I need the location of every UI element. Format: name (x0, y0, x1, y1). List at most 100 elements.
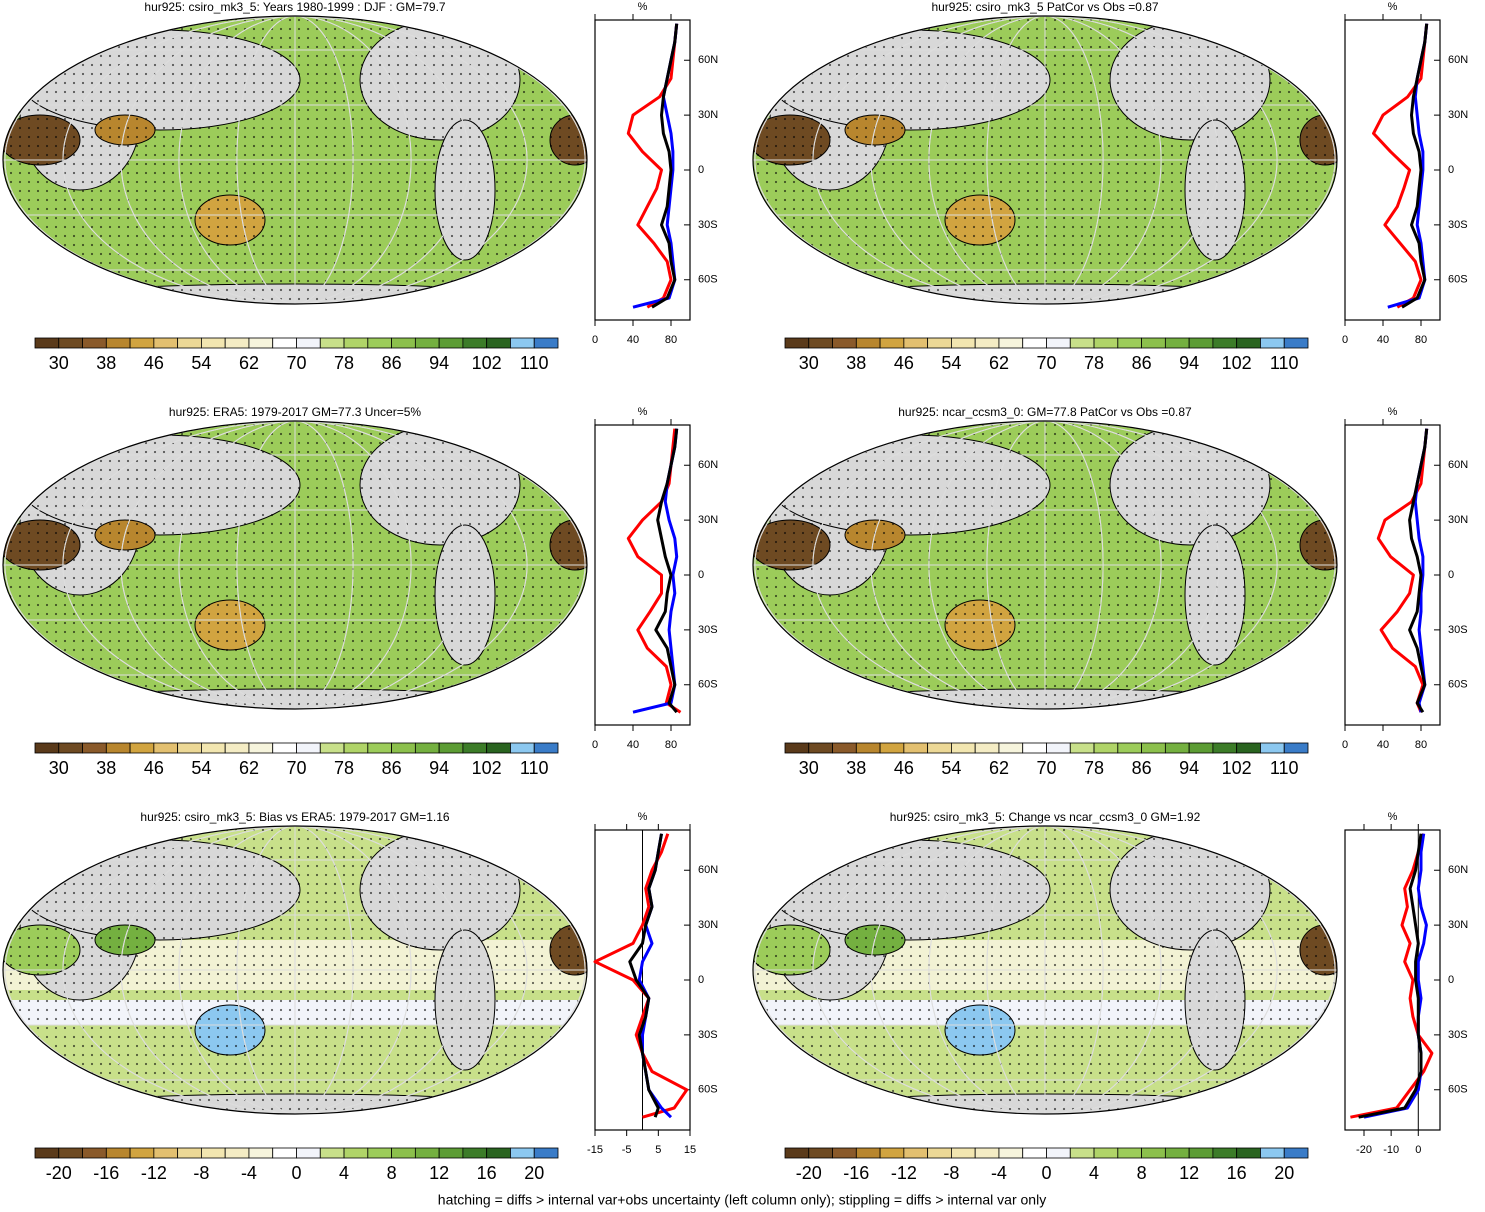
colorbar-box (58, 337, 83, 349)
map (3, 421, 587, 709)
colorbar-box (1117, 742, 1142, 754)
colorbar-box (903, 337, 929, 349)
colorbar-label: 78 (334, 758, 354, 778)
profile-line (626, 23, 679, 309)
map-border (752, 15, 1338, 305)
colorbar-box (998, 337, 1024, 349)
x-tick-label: 40 (627, 334, 639, 346)
map-title: hur925: csiro_mk3_5: Years 1980-1999 : D… (144, 0, 445, 14)
y-tick-label: 0 (698, 974, 704, 986)
colorbar-box (105, 1147, 131, 1159)
graticule (120, 16, 470, 304)
x-tick-label: 80 (665, 739, 677, 751)
colorbar-box (903, 1147, 929, 1159)
colorbar-box (462, 337, 488, 349)
graticule (62, 16, 528, 304)
x-tick-label: 0 (1342, 334, 1348, 346)
colorbar-box (927, 1147, 952, 1159)
colorbar-box (153, 1147, 179, 1159)
colorbar-label: 38 (96, 353, 116, 373)
y-tick-label: 30S (1448, 1029, 1468, 1041)
graticule (812, 16, 1278, 304)
colorbar-box (951, 337, 976, 349)
x-tick-label: -15 (587, 1144, 603, 1156)
colorbar-box (808, 742, 833, 754)
plot-frame (1344, 829, 1441, 1131)
colorbar-box (462, 742, 488, 754)
graticule (986, 16, 1104, 304)
colorbar-label: 46 (894, 353, 914, 373)
colorbar-box (201, 742, 226, 754)
map (753, 826, 1337, 1114)
y-tick-label: 60S (1448, 274, 1468, 286)
colorbar-box (248, 337, 274, 349)
map-border (752, 420, 1338, 710)
colorbar-box (1188, 337, 1214, 349)
colorbar-box (998, 1147, 1024, 1159)
colorbar-label: -16 (93, 1163, 119, 1183)
colorbar-box (927, 742, 952, 754)
colorbar-box (367, 1147, 392, 1159)
colorbar-box (414, 742, 440, 754)
x-axis-label: % (1388, 811, 1398, 823)
colorbar-box (1283, 337, 1309, 349)
colorbar-box (879, 337, 905, 349)
colorbar-box (1260, 1147, 1285, 1159)
colorbar-box (34, 1147, 60, 1159)
graticule (754, 826, 1336, 1114)
colorbar-label: 70 (1036, 353, 1056, 373)
colorbar-box (1283, 742, 1309, 754)
profile-line (593, 833, 689, 1119)
colorbar-box (486, 1147, 511, 1159)
colorbar-box (296, 742, 321, 754)
graticule (236, 826, 354, 1114)
colorbar-box (1022, 337, 1047, 349)
graticule (986, 826, 1104, 1114)
colorbar-box (248, 742, 274, 754)
colorbar-box (1046, 742, 1071, 754)
colorbar-box (1022, 742, 1047, 754)
colorbar-box (808, 337, 833, 349)
colorbar-box (1260, 337, 1285, 349)
colorbar-box (272, 1147, 297, 1159)
colorbar-box (974, 337, 1000, 349)
colorbar-box (414, 1147, 440, 1159)
colorbar-box (129, 1147, 155, 1159)
colorbar-box (367, 337, 392, 349)
y-tick-label: 60N (698, 459, 718, 471)
colorbar-box (1283, 1147, 1309, 1159)
colorbar-label: -8 (943, 1163, 959, 1183)
colorbar-label: -20 (46, 1163, 72, 1183)
x-tick-label: 0 (592, 334, 598, 346)
colorbar-box (177, 1147, 202, 1159)
colorbar-label: 20 (1274, 1163, 1294, 1183)
colorbar-box (153, 337, 179, 349)
graticule (62, 826, 528, 1114)
colorbar-box (224, 742, 250, 754)
colorbar-box (1164, 337, 1190, 349)
y-tick-label: 60S (1448, 1084, 1468, 1096)
colorbar-box (34, 742, 60, 754)
colorbar-box (296, 337, 321, 349)
colorbar-box (879, 1147, 905, 1159)
footnote: hatching = diffs > internal var+obs unce… (438, 1192, 1046, 1208)
colorbar-label: 86 (382, 758, 402, 778)
colorbar-box (343, 337, 369, 349)
y-tick-label: 60S (698, 274, 718, 286)
colorbar-box (1069, 742, 1095, 754)
colorbar-box (272, 337, 297, 349)
colorbar-label: 94 (1179, 353, 1199, 373)
x-tick-label: 15 (684, 1144, 696, 1156)
colorbar-label: 94 (429, 758, 449, 778)
colorbar-box (784, 742, 810, 754)
colorbar-label: 8 (1137, 1163, 1147, 1183)
colorbar-label: 30 (49, 758, 69, 778)
colorbar-label: 30 (799, 758, 819, 778)
map (753, 16, 1337, 304)
y-tick-label: 60N (698, 864, 718, 876)
y-tick-label: 30S (698, 1029, 718, 1041)
colorbar-box (248, 1147, 274, 1159)
colorbar-box (319, 742, 345, 754)
colorbar-label: 30 (49, 353, 69, 373)
